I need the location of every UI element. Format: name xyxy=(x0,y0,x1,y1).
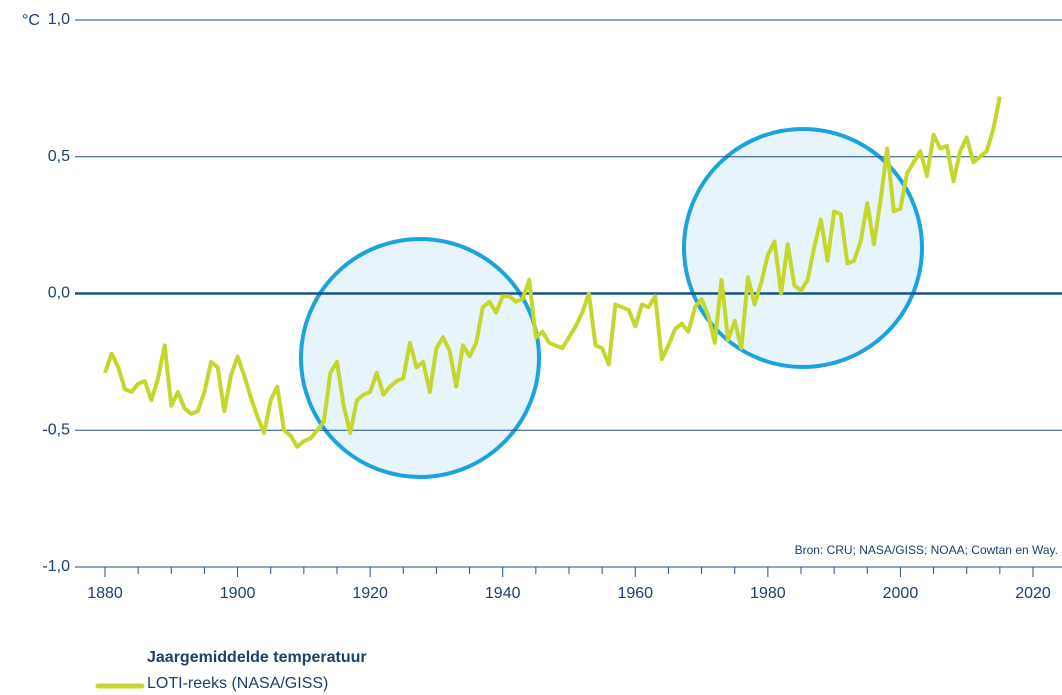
legend-label: LOTI-reeks (NASA/GISS) xyxy=(147,675,328,692)
y-axis-label: °C xyxy=(22,12,40,29)
y-tick-label: -1,0 xyxy=(42,558,70,575)
x-tick-label: 1900 xyxy=(220,585,256,602)
x-tick-label: 2020 xyxy=(1015,585,1051,602)
x-tick-label: 1920 xyxy=(352,585,388,602)
x-tick-label: 2000 xyxy=(883,585,919,602)
data-line xyxy=(103,96,1002,449)
x-tick-label: 1980 xyxy=(750,585,786,602)
y-tick-label: 0,5 xyxy=(48,148,70,165)
x-tick-label: 1940 xyxy=(485,585,521,602)
highlight-circle xyxy=(299,237,541,479)
y-tick-label: 0,0 xyxy=(48,285,70,302)
y-tick-label: 1,0 xyxy=(48,11,70,28)
source: Bron: CRU; NASA/GISS; NOAA; Cowtan en Wa… xyxy=(795,543,1058,557)
x-tick-label: 1880 xyxy=(87,585,123,602)
x-tick-label: 1960 xyxy=(617,585,653,602)
legend-title: Jaargemiddelde temperatuur xyxy=(147,649,367,666)
y-tick-label: -0,5 xyxy=(42,421,70,438)
